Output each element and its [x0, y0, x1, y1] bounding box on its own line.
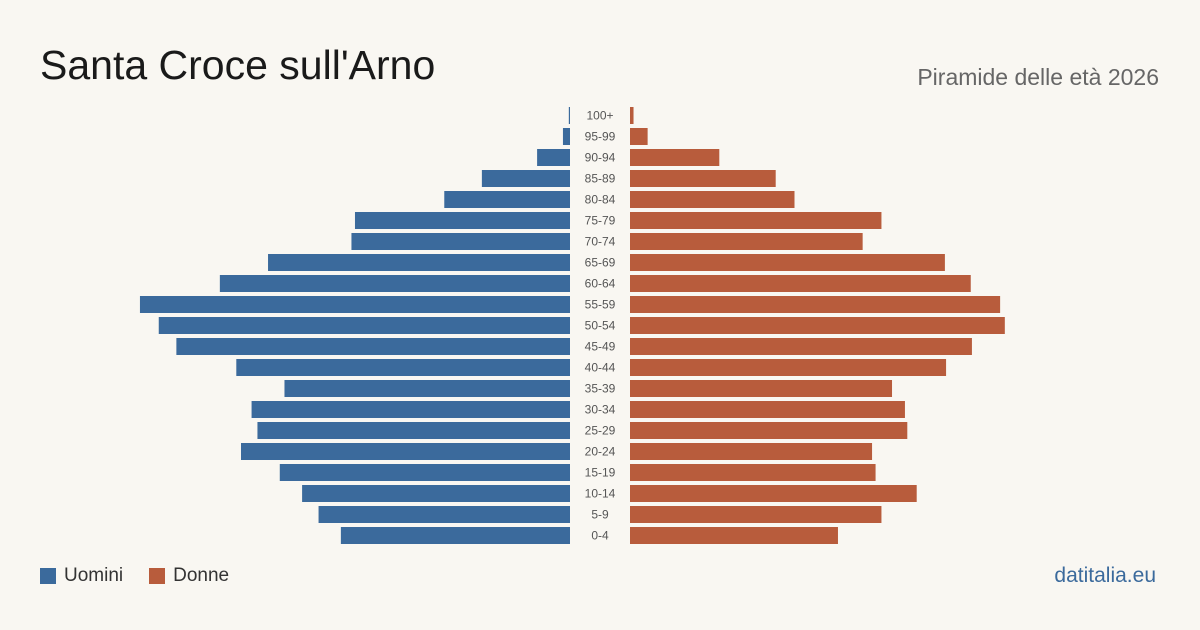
bar-men-20-24	[241, 443, 570, 460]
age-label-40-44: 40-44	[585, 361, 616, 375]
bar-men-25-29	[257, 422, 570, 439]
bar-men-35-39	[284, 380, 570, 397]
age-label-60-64: 60-64	[585, 277, 616, 291]
bar-women-80-84	[630, 191, 795, 208]
age-label-5-9: 5-9	[591, 508, 609, 522]
legend-swatch-men	[40, 568, 56, 584]
bar-women-45-49	[630, 338, 972, 355]
bar-women-10-14	[630, 485, 917, 502]
bar-men-45-49	[176, 338, 570, 355]
bar-women-50-54	[630, 317, 1005, 334]
age-label-70-74: 70-74	[585, 235, 616, 249]
bar-women-30-34	[630, 401, 905, 418]
age-label-75-79: 75-79	[585, 214, 616, 228]
bar-men-5-9	[318, 506, 570, 523]
bar-men-90-94	[537, 149, 570, 166]
bar-women-90-94	[630, 149, 720, 166]
legend-swatch-women	[149, 568, 166, 584]
bar-men-100+	[568, 107, 570, 124]
chart-subtitle: Piramide delle età 2026	[917, 64, 1159, 90]
age-label-0-4: 0-4	[591, 529, 609, 543]
bar-women-40-44	[630, 359, 947, 376]
age-label-90-94: 90-94	[585, 151, 616, 165]
bar-men-50-54	[158, 317, 570, 334]
age-label-100+: 100+	[586, 109, 613, 123]
bar-men-15-19	[279, 464, 570, 481]
age-label-30-34: 30-34	[585, 403, 616, 417]
bar-men-55-59	[139, 296, 570, 313]
bar-women-15-19	[630, 464, 876, 481]
legend-item-men: Uomini	[40, 565, 123, 587]
age-label-35-39: 35-39	[585, 382, 616, 396]
chart-title: Santa Croce sull'Arno	[40, 42, 436, 88]
age-label-85-89: 85-89	[585, 172, 616, 186]
bar-men-95-99	[562, 128, 570, 145]
age-label-95-99: 95-99	[585, 130, 616, 144]
age-label-15-19: 15-19	[585, 466, 616, 480]
bar-women-25-29	[630, 422, 908, 439]
bar-women-85-89	[630, 170, 776, 187]
age-label-80-84: 80-84	[585, 193, 616, 207]
age-label-20-24: 20-24	[585, 445, 616, 459]
legend-item-women: Donne	[149, 565, 229, 587]
legend-label-men: Uomini	[64, 565, 124, 586]
age-label-45-49: 45-49	[585, 340, 616, 354]
bar-women-100+	[630, 107, 634, 124]
bar-women-20-24	[630, 443, 873, 460]
age-label-25-29: 25-29	[585, 424, 616, 438]
bar-women-35-39	[630, 380, 893, 397]
bar-men-70-74	[351, 233, 570, 250]
bar-men-60-64	[219, 275, 570, 292]
bar-women-70-74	[630, 233, 863, 250]
bar-men-40-44	[236, 359, 571, 376]
bar-women-65-69	[630, 254, 945, 271]
bar-women-60-64	[630, 275, 971, 292]
bar-men-65-69	[268, 254, 570, 271]
bar-men-75-79	[354, 212, 570, 229]
bar-men-0-4	[340, 527, 570, 544]
bar-women-55-59	[630, 296, 1001, 313]
age-label-55-59: 55-59	[585, 298, 616, 312]
bar-men-30-34	[251, 401, 570, 418]
legend: Uomini Donne	[40, 565, 255, 587]
brand-link[interactable]: datitalia.eu	[1054, 564, 1156, 587]
bar-men-10-14	[302, 485, 570, 502]
age-label-65-69: 65-69	[585, 256, 616, 270]
legend-label-women: Donne	[173, 565, 230, 586]
bar-women-95-99	[630, 128, 648, 145]
bar-men-85-89	[481, 170, 570, 187]
age-label-50-54: 50-54	[585, 319, 616, 333]
bar-women-5-9	[630, 506, 882, 523]
bar-women-0-4	[630, 527, 838, 544]
bar-women-75-79	[630, 212, 882, 229]
bar-men-80-84	[444, 191, 570, 208]
age-label-10-14: 10-14	[585, 487, 616, 501]
